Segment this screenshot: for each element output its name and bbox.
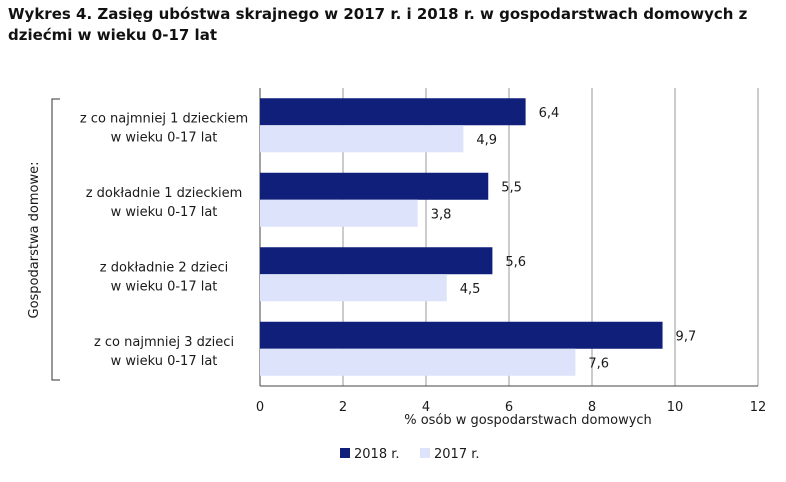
x-tick-label: 10 xyxy=(667,400,684,415)
data-label: 5,5 xyxy=(501,180,522,195)
x-axis-label: % osób w gospodarstwach domowych xyxy=(404,413,652,428)
bars: 6,4 4,9 5,5 3,8 5,6 4,5 9,7 7,6 xyxy=(260,98,696,376)
bar-2018 xyxy=(260,172,489,200)
legend-swatch xyxy=(340,448,350,458)
y-group-bracket xyxy=(51,98,60,381)
legend: 2018 r. 2017 r. xyxy=(340,447,480,462)
legend-label: 2018 r. xyxy=(354,447,400,462)
bar-2017 xyxy=(260,125,464,153)
category-label: z dokładnie 2 dzieci w wieku 0-17 lat xyxy=(100,260,228,294)
x-tick-label: 2 xyxy=(339,400,347,415)
y-axis-label: Gospodarstwa domowe: xyxy=(27,161,42,318)
x-tick-label: 0 xyxy=(256,400,264,415)
category-label: z co najmniej 3 dzieci w wieku 0-17 lat xyxy=(94,335,234,369)
x-tick-labels: 0 2 4 6 8 10 12 xyxy=(256,400,766,415)
bar-2018 xyxy=(260,98,526,126)
x-tick-label: 6 xyxy=(505,400,513,415)
data-label: 5,6 xyxy=(505,255,526,270)
x-tick-label: 12 xyxy=(750,400,767,415)
chart-title: Wykres 4. Zasięg ubóstwa skrajnego w 201… xyxy=(8,5,748,44)
data-label: 4,5 xyxy=(460,282,481,297)
legend-label: 2017 r. xyxy=(434,447,480,462)
data-label: 3,8 xyxy=(431,207,452,222)
category-label: z dokładnie 1 dzieckiem w wieku 0-17 lat xyxy=(86,186,243,220)
bar-2017 xyxy=(260,199,418,227)
data-label: 6,4 xyxy=(539,106,560,121)
bar-2017 xyxy=(260,348,576,376)
bar-2017 xyxy=(260,274,447,302)
bar-2018 xyxy=(260,321,663,349)
legend-swatch xyxy=(420,448,430,458)
x-tick-label: 4 xyxy=(422,400,430,415)
data-label: 9,7 xyxy=(676,329,697,344)
category-label: z co najmniej 1 dzieckiem w wieku 0-17 la… xyxy=(80,111,248,145)
data-label: 7,6 xyxy=(588,356,609,371)
category-labels: z co najmniej 1 dzieckiem w wieku 0-17 la… xyxy=(80,111,248,369)
data-label: 4,9 xyxy=(476,133,497,148)
bar-2018 xyxy=(260,247,493,275)
x-tick-label: 8 xyxy=(588,400,596,415)
